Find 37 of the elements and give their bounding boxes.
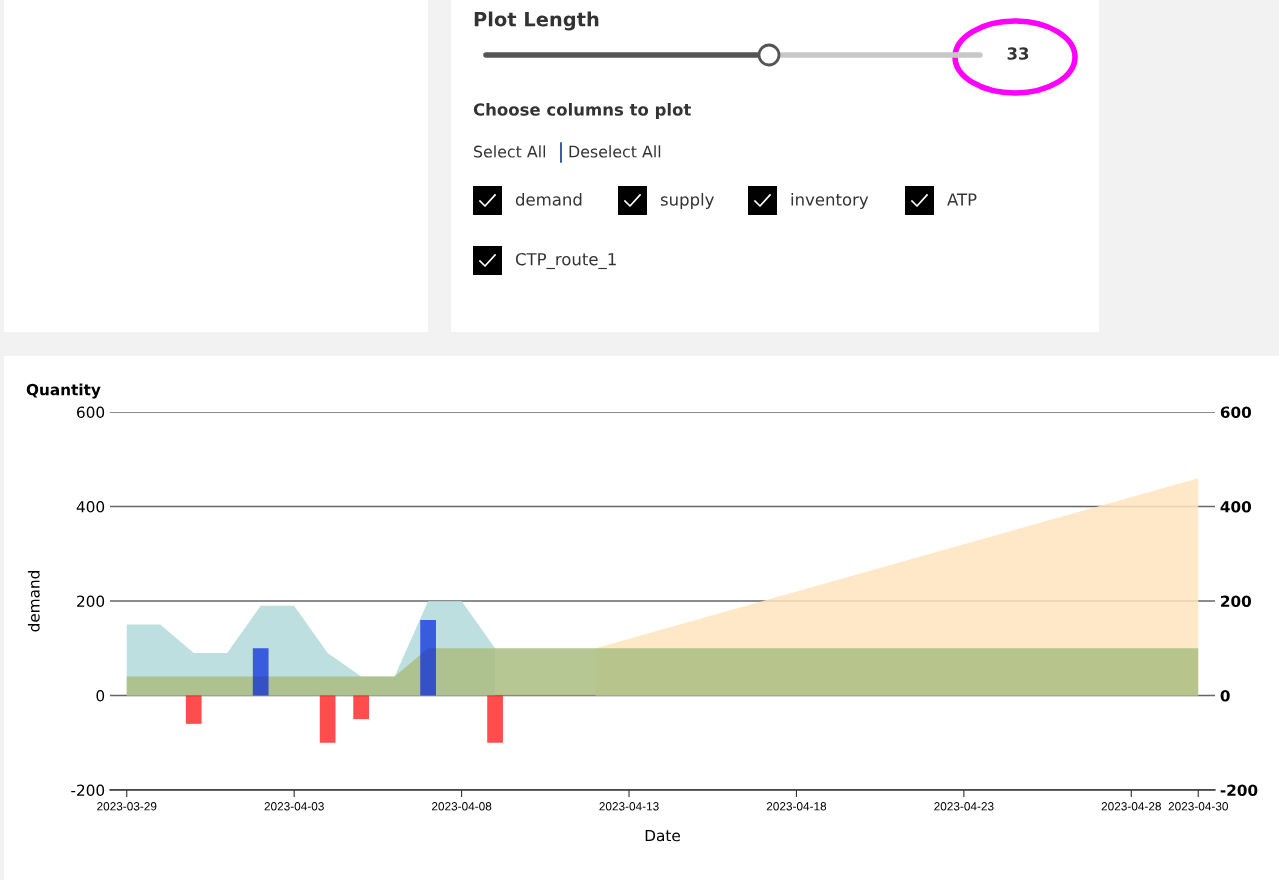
y2-tick-label: 400 [1220,500,1252,513]
y2-tick-label: 600 [1220,406,1252,419]
bar [319,695,336,743]
y-tick-label: 400 [76,500,105,513]
chart-title: Quantity [26,383,101,399]
text: CTP_route_1 [515,252,616,270]
x-tick-label: 2023-04-30 [1168,802,1228,811]
x-tick-label: 2023-03-29 [97,802,157,811]
text: Select All [474,145,546,158]
y-axis-title: demand [27,571,40,632]
y2-tick-label: -200 [1220,784,1258,797]
text: Plot Length [474,11,599,31]
bar [353,695,370,720]
x-tick-label: 2023-04-28 [1101,802,1161,811]
y2-tick-label: 0 [1220,689,1230,702]
text: supply [660,193,714,209]
x-axis-title: Date [645,829,680,842]
text: 33 [1007,47,1029,60]
x-tick-label: 2023-04-18 [766,802,827,811]
y-tick-label: 200 [77,595,105,608]
bar [252,648,269,696]
y2-tick-label: 200 [1221,595,1252,608]
x-tick-label: 2023-04-03 [264,802,324,811]
text: Deselect All [569,145,661,158]
bar [487,695,503,743]
text: inventory [791,193,869,209]
y-tick-label: -200 [71,784,105,797]
bar [420,619,436,696]
x-tick-label: 2023-04-13 [599,802,659,811]
bar [185,695,202,724]
text: demand [515,193,582,206]
text: ATP [947,193,977,206]
y-tick-label: 600 [77,406,105,419]
x-tick-label: 2023-04-23 [934,802,994,811]
text: Choose columns to plot [473,103,691,119]
y-tick-label: 0 [96,689,105,702]
x-tick-label: 2023-04-08 [431,802,492,811]
